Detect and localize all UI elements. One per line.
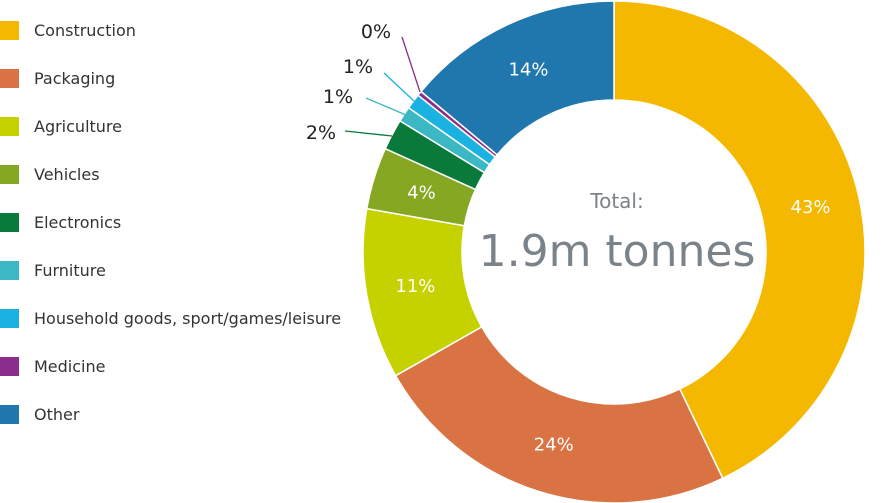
legend-label: Construction — [34, 20, 136, 40]
slice-label-packaging: 24% — [534, 434, 574, 455]
legend-item-electronics: Electronics — [0, 212, 121, 232]
slice-other — [419, 0, 615, 156]
slice-label-household-goods-sport-games-leisure: 1% — [343, 56, 373, 78]
legend-item-packaging: Packaging — [0, 68, 115, 88]
leader-line-medicine — [401, 36, 421, 93]
legend-item-construction: Construction — [0, 20, 136, 40]
legend-label: Furniture — [34, 260, 106, 280]
leader-line-furniture — [365, 97, 407, 116]
legend-swatch — [0, 68, 19, 88]
legend-item-household-goods-sport-games-leisure: Household goods, sport/games/leisure — [0, 308, 341, 328]
leader-line-electronics — [344, 130, 393, 137]
legend-label: Other — [34, 404, 80, 424]
slice-construction — [613, 0, 866, 480]
legend-item-other: Other — [0, 404, 79, 424]
donut-slices — [362, 0, 866, 503]
slice-label-vehicles: 4% — [407, 183, 436, 204]
legend-label: Household goods, sport/games/leisure — [34, 308, 342, 328]
legend-label: Packaging — [34, 68, 116, 88]
center-caption: Total: — [589, 189, 643, 213]
legend-swatch — [0, 116, 19, 136]
legend-swatch — [0, 164, 19, 184]
legend-swatch — [0, 20, 19, 40]
slice-labels: 43% 24% 11% 4% 2% 1% 1% 0% 14% — [306, 21, 831, 455]
slice-label-medicine: 0% — [361, 21, 391, 43]
leader-line-household-goods-sport-games-leisure — [383, 72, 415, 102]
legend-label: Vehicles — [34, 164, 100, 184]
slice-label-agriculture: 11% — [395, 276, 435, 297]
legend-swatch — [0, 404, 19, 424]
slice-label-construction: 43% — [790, 197, 830, 218]
slice-label-furniture: 1% — [323, 86, 353, 108]
legend-swatch — [0, 212, 19, 232]
legend-swatch — [0, 356, 19, 376]
legend-item-furniture: Furniture — [0, 260, 106, 280]
slice-label-electronics: 2% — [306, 122, 336, 144]
legend-label: Electronics — [34, 212, 122, 232]
legend-item-medicine: Medicine — [0, 356, 105, 376]
legend-item-agriculture: Agriculture — [0, 116, 122, 136]
chart-legend: Construction Packaging Agriculture Vehicles… — [0, 0, 341, 503]
legend-swatch — [0, 260, 19, 280]
legend-swatch — [0, 308, 19, 328]
legend-item-vehicles: Vehicles — [0, 164, 100, 184]
center-total: 1.9m tonnes — [479, 226, 756, 277]
legend-label: Agriculture — [34, 116, 122, 136]
legend-label: Medicine — [34, 356, 106, 376]
leader-lines — [344, 36, 421, 137]
slice-label-other: 14% — [508, 60, 548, 81]
slice-packaging — [394, 325, 724, 503]
